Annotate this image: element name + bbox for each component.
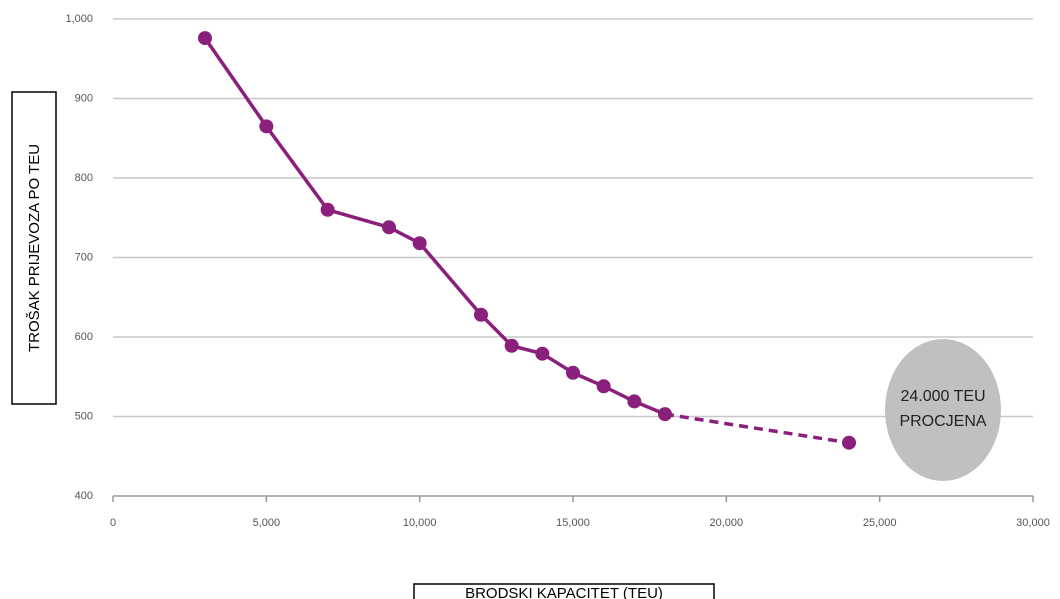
point <box>474 307 488 322</box>
point <box>320 202 335 217</box>
y-axis-label: TROŠAK PRIJEVOZA PO TEU <box>26 144 43 352</box>
point <box>566 365 580 380</box>
point <box>535 346 550 361</box>
y-tick-label: 700 <box>75 251 93 263</box>
annotation-text: 24.000 TEU <box>900 388 985 405</box>
y-tick-label: 400 <box>75 490 93 502</box>
dashed-line <box>664 412 850 445</box>
annotation-text: PROCJENA <box>899 413 986 430</box>
x-tick-label: 30,000 <box>1016 517 1050 529</box>
y-tick-label: 500 <box>75 410 93 422</box>
point <box>627 394 642 409</box>
x-tick-label: 0 <box>110 517 116 529</box>
point <box>596 379 611 394</box>
point <box>382 220 396 235</box>
y-tick-label: 900 <box>75 92 93 104</box>
y-tick-label: 800 <box>75 172 93 184</box>
x-tick-label: 25,000 <box>863 517 897 529</box>
line <box>203 37 666 416</box>
point <box>658 407 672 422</box>
x-label-box <box>413 583 715 599</box>
x-tick-label: 5,000 <box>253 517 281 529</box>
y-tick-label: 1,000 <box>65 13 93 25</box>
x-tick-label: 20,000 <box>710 517 744 529</box>
x-axis-label: BRODSKI KAPACITET (TEU) <box>465 585 663 599</box>
y-tick-label: 600 <box>75 331 93 343</box>
point <box>412 236 427 251</box>
x-tick-label: 10,000 <box>403 517 437 529</box>
point <box>842 435 856 450</box>
point <box>504 338 519 353</box>
y-label-box <box>11 91 57 405</box>
point <box>259 119 274 134</box>
point <box>198 31 212 46</box>
annotation-bubble <box>885 339 1001 481</box>
x-tick-label: 15,000 <box>556 517 590 529</box>
